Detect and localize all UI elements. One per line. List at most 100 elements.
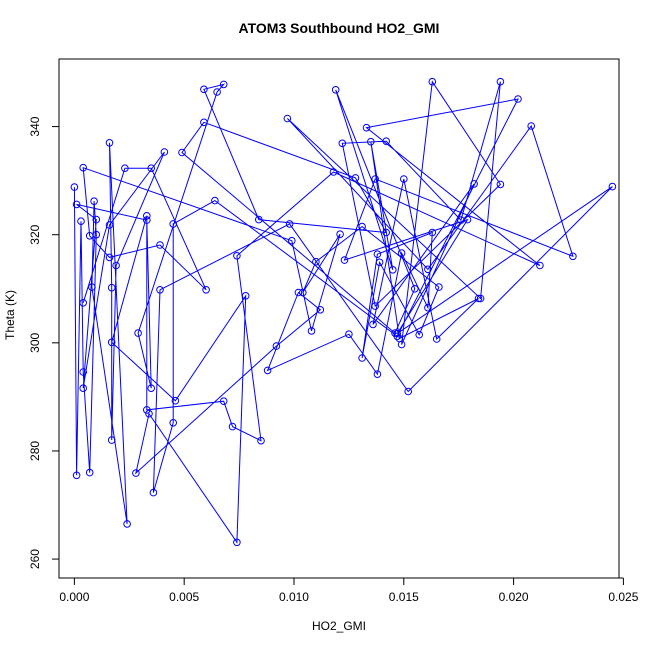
data-point bbox=[200, 85, 208, 94]
data-point bbox=[149, 488, 158, 497]
data-point bbox=[233, 538, 241, 547]
data-point bbox=[72, 200, 81, 209]
y-tick-label: 300 bbox=[28, 332, 42, 352]
data-point bbox=[156, 286, 164, 294]
data-point bbox=[105, 253, 114, 262]
data-point bbox=[536, 261, 544, 270]
data-point bbox=[371, 302, 380, 310]
y-axis: 260 280 300 320 340 bbox=[28, 116, 60, 569]
data-point bbox=[316, 306, 325, 314]
chart-title: ATOM3 Southbound HO2_GMI bbox=[239, 20, 440, 36]
data-point bbox=[470, 180, 478, 188]
data-point bbox=[123, 520, 131, 528]
data-point bbox=[105, 139, 114, 147]
data-point bbox=[147, 384, 155, 393]
data-point bbox=[415, 330, 424, 339]
data-point bbox=[169, 220, 177, 228]
data-point bbox=[428, 228, 437, 237]
data-point bbox=[424, 303, 432, 312]
data-point bbox=[112, 261, 120, 270]
data-point bbox=[171, 396, 180, 405]
x-tick-label: 0.010 bbox=[279, 590, 309, 604]
data-point bbox=[476, 294, 485, 303]
data-point bbox=[393, 329, 402, 338]
data-point bbox=[228, 422, 237, 431]
x-tick-label: 0.020 bbox=[499, 590, 529, 604]
data-point bbox=[88, 283, 96, 291]
data-point bbox=[72, 471, 81, 480]
data-point bbox=[219, 397, 228, 406]
data-point bbox=[608, 182, 617, 191]
data-point bbox=[514, 95, 522, 103]
y-tick-label: 320 bbox=[28, 224, 42, 244]
data-point bbox=[496, 180, 505, 189]
data-point bbox=[79, 384, 87, 393]
y-axis-label: Theta (K) bbox=[3, 290, 17, 340]
y-tick-label: 260 bbox=[28, 549, 42, 569]
data-point bbox=[397, 340, 406, 349]
data-point bbox=[362, 123, 371, 132]
data-point bbox=[107, 283, 116, 292]
data-point bbox=[393, 332, 402, 341]
data-point bbox=[85, 232, 94, 240]
data-point bbox=[527, 122, 536, 130]
data-point bbox=[202, 286, 210, 294]
data-point bbox=[241, 292, 250, 300]
x-axis: 0.000 0.005 0.010 0.015 0.020 0.025 bbox=[59, 577, 639, 604]
series-line bbox=[73, 80, 613, 544]
data-point bbox=[435, 283, 443, 291]
data-point bbox=[121, 164, 129, 172]
y-tick-label: 280 bbox=[28, 441, 42, 461]
data-point bbox=[299, 288, 307, 297]
data-point bbox=[219, 80, 228, 89]
data-point bbox=[397, 249, 406, 257]
data-point bbox=[496, 77, 505, 86]
data-point bbox=[272, 342, 281, 350]
data-point bbox=[200, 118, 208, 127]
data-point bbox=[85, 468, 94, 477]
data-point bbox=[345, 330, 353, 339]
data-point bbox=[132, 469, 140, 477]
data-point bbox=[257, 436, 265, 445]
x-axis-label: HO2_GMI bbox=[312, 619, 366, 633]
data-point bbox=[285, 220, 294, 228]
x-tick-label: 0.005 bbox=[169, 590, 199, 604]
data-point bbox=[145, 409, 153, 418]
data-point bbox=[329, 168, 338, 176]
data-point bbox=[134, 329, 142, 337]
data-point bbox=[474, 294, 483, 303]
data-point bbox=[400, 175, 408, 183]
data-point bbox=[92, 215, 101, 224]
data-point bbox=[156, 241, 164, 249]
data-point bbox=[336, 230, 344, 238]
data-point bbox=[233, 252, 241, 260]
data-point bbox=[143, 212, 151, 220]
data-point bbox=[358, 354, 366, 362]
data-point bbox=[143, 406, 151, 414]
series-layer bbox=[70, 77, 617, 547]
data-point bbox=[358, 222, 366, 231]
x-tick-label: 0.015 bbox=[389, 590, 419, 604]
data-point bbox=[79, 368, 87, 376]
y-tick-label: 340 bbox=[28, 116, 42, 136]
x-tick-label: 0.025 bbox=[608, 590, 638, 604]
data-point bbox=[312, 257, 320, 266]
data-point bbox=[307, 327, 316, 335]
data-point bbox=[107, 338, 116, 347]
data-point bbox=[338, 139, 347, 148]
data-point bbox=[569, 252, 577, 261]
data-point bbox=[432, 335, 441, 343]
data-point bbox=[371, 175, 380, 183]
data-point bbox=[463, 215, 472, 224]
data-point bbox=[351, 174, 360, 182]
data-point bbox=[147, 164, 155, 172]
data-point bbox=[283, 114, 292, 123]
x-tick-label: 0.000 bbox=[59, 590, 89, 604]
data-point bbox=[79, 299, 87, 307]
data-point bbox=[213, 88, 221, 96]
data-point bbox=[288, 236, 296, 245]
data-point bbox=[367, 137, 375, 146]
data-point bbox=[373, 370, 382, 379]
data-point bbox=[107, 436, 116, 444]
data-point bbox=[411, 285, 419, 293]
